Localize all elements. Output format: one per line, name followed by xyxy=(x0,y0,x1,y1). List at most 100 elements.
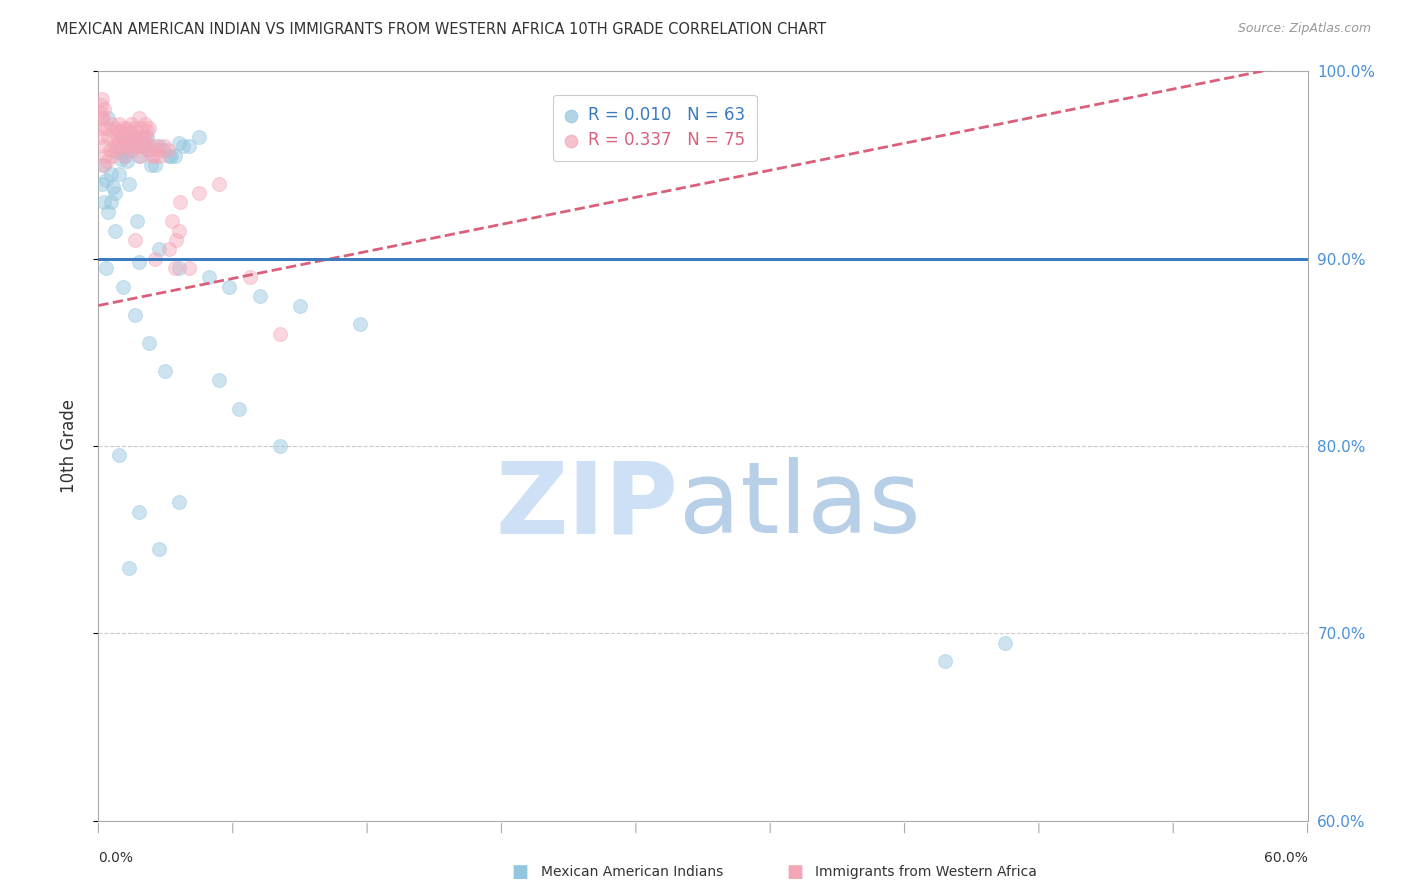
Point xyxy=(156,143,179,157)
Point xyxy=(135,124,157,138)
Text: ZIP: ZIP xyxy=(496,458,679,555)
Legend: R = 0.010   N = 63, R = 0.337   N = 75: R = 0.010 N = 63, R = 0.337 N = 75 xyxy=(553,95,756,161)
Point xyxy=(128,149,150,163)
Point xyxy=(124,233,146,247)
Point xyxy=(103,186,125,201)
Point xyxy=(111,120,134,135)
Point xyxy=(97,130,120,145)
Point xyxy=(91,93,114,107)
Point xyxy=(112,149,135,163)
Point xyxy=(91,112,114,126)
Point xyxy=(167,261,190,276)
Point xyxy=(100,149,122,163)
Point xyxy=(118,136,141,150)
Point xyxy=(128,505,150,519)
Point xyxy=(132,139,155,153)
Text: Source: ZipAtlas.com: Source: ZipAtlas.com xyxy=(1237,22,1371,36)
Point xyxy=(118,177,141,191)
Point xyxy=(135,130,157,145)
Point xyxy=(148,542,170,557)
Point xyxy=(153,364,176,378)
Text: MEXICAN AMERICAN INDIAN VS IMMIGRANTS FROM WESTERN AFRICA 10TH GRADE CORRELATION: MEXICAN AMERICAN INDIAN VS IMMIGRANTS FR… xyxy=(56,22,827,37)
Point xyxy=(132,139,155,153)
Point xyxy=(115,154,138,169)
Point xyxy=(198,270,221,285)
Point xyxy=(141,149,163,163)
Point xyxy=(114,149,136,163)
Point xyxy=(143,158,166,172)
Point xyxy=(118,561,141,575)
Text: atlas: atlas xyxy=(679,458,921,555)
Point xyxy=(103,224,125,238)
Point xyxy=(152,143,174,157)
Text: ■: ■ xyxy=(786,863,803,881)
Point xyxy=(179,139,201,153)
Point xyxy=(149,149,172,163)
Point xyxy=(145,139,167,153)
Point xyxy=(118,124,141,138)
Point xyxy=(108,139,131,153)
Point xyxy=(107,168,129,182)
Point xyxy=(111,130,134,145)
Point xyxy=(160,149,183,163)
Point xyxy=(132,130,155,145)
Point xyxy=(269,439,291,453)
Point xyxy=(124,130,146,145)
Point xyxy=(208,374,231,388)
Point xyxy=(157,243,180,257)
Point xyxy=(208,177,231,191)
Point xyxy=(110,124,132,138)
Point xyxy=(136,143,159,157)
Point xyxy=(179,261,201,276)
Point xyxy=(148,243,170,257)
Point xyxy=(167,495,190,509)
Point xyxy=(125,124,148,138)
Point xyxy=(138,143,160,157)
Point xyxy=(124,308,146,322)
Point xyxy=(101,124,124,138)
Point xyxy=(249,289,271,303)
Point xyxy=(120,117,142,131)
Point xyxy=(107,117,129,131)
Point xyxy=(124,120,146,135)
Point xyxy=(239,270,262,285)
Point xyxy=(138,336,160,351)
Point xyxy=(90,130,112,145)
Point xyxy=(103,120,125,135)
Point xyxy=(131,136,153,150)
Point xyxy=(96,154,118,169)
Point xyxy=(134,117,156,131)
Point xyxy=(121,143,143,157)
Point xyxy=(100,168,122,182)
Point xyxy=(111,280,134,294)
Text: Immigrants from Western Africa: Immigrants from Western Africa xyxy=(815,865,1038,880)
Point xyxy=(127,139,149,153)
Point xyxy=(89,105,111,120)
Point xyxy=(114,130,136,145)
Point xyxy=(98,143,121,157)
Point xyxy=(139,158,162,172)
Point xyxy=(128,112,150,126)
Point xyxy=(349,318,371,332)
Point xyxy=(165,233,187,247)
Point xyxy=(93,158,115,172)
Point xyxy=(157,149,180,163)
Point xyxy=(122,130,145,145)
Point xyxy=(288,299,311,313)
Point xyxy=(269,326,291,341)
Point xyxy=(188,186,211,201)
Point xyxy=(142,149,165,163)
Point xyxy=(143,252,166,266)
Text: Mexican American Indians: Mexican American Indians xyxy=(541,865,724,880)
Point xyxy=(118,143,141,157)
Point xyxy=(167,224,190,238)
Point xyxy=(153,139,176,153)
Point xyxy=(138,120,160,135)
Point xyxy=(93,195,115,210)
Point xyxy=(93,139,115,153)
Point xyxy=(115,120,138,135)
Point xyxy=(134,136,156,150)
Point xyxy=(188,130,211,145)
Point xyxy=(163,261,186,276)
Point xyxy=(94,149,117,163)
